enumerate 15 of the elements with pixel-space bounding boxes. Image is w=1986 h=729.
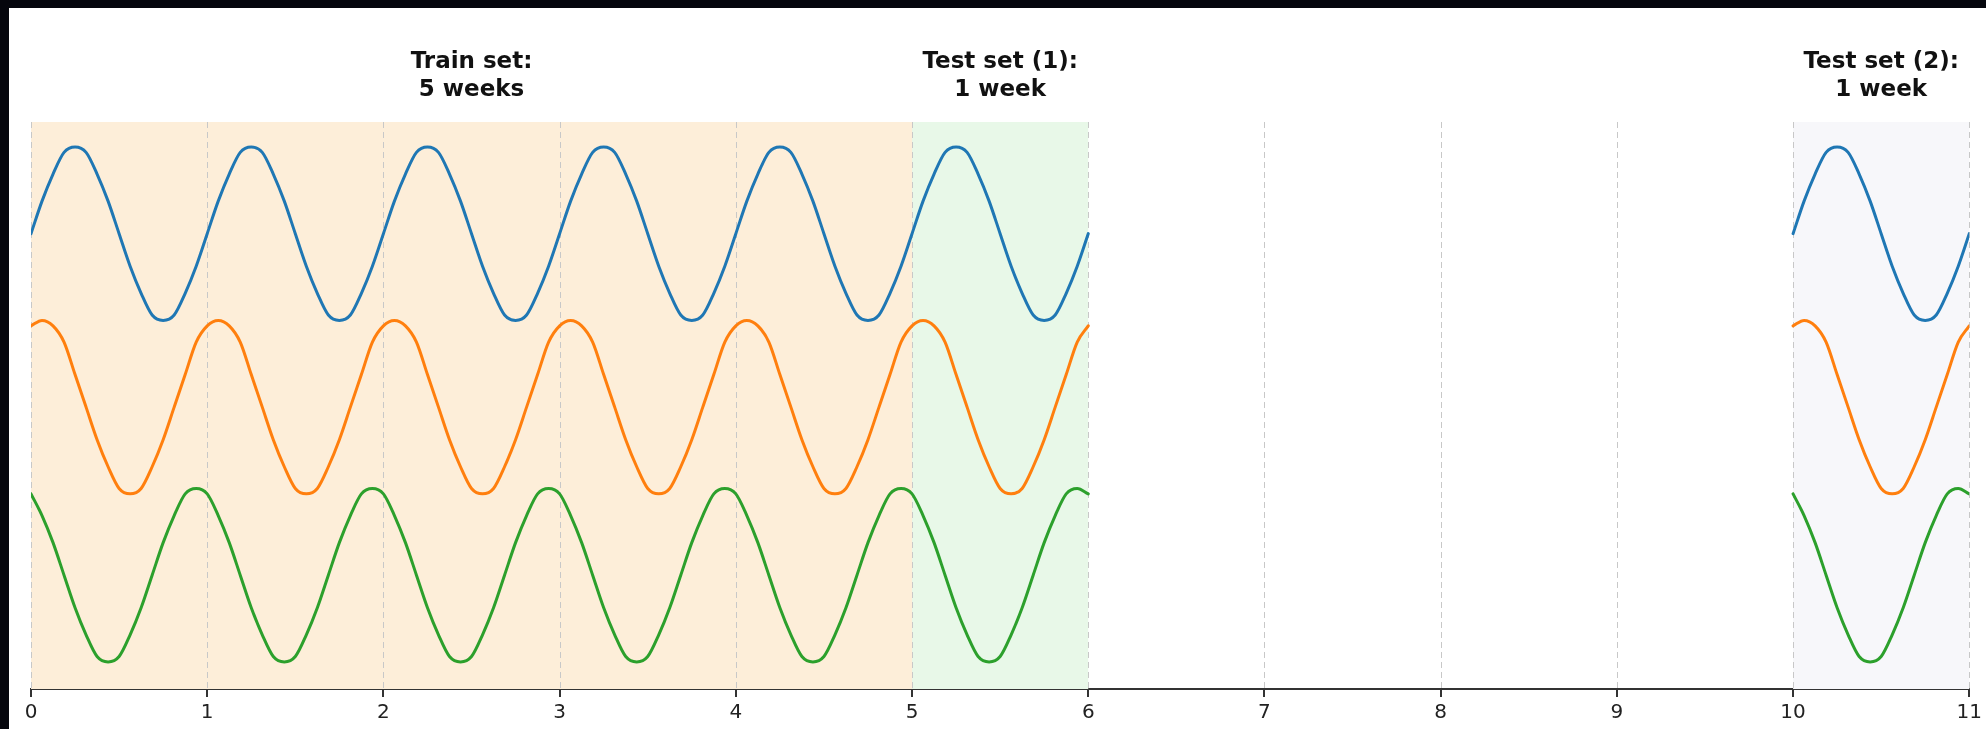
x-tick-label: 7 [1258,699,1271,724]
x-tick-label: 9 [1610,699,1624,724]
x-tick-label: 1 [200,699,214,724]
x-tick-label: 4 [729,699,743,724]
x-tick-label: 10 [1780,699,1806,724]
band-label: Test set (1): 1 week [922,47,1078,101]
band-label: Test set (2): 1 week [1803,47,1959,101]
x-tick-label: 0 [24,699,38,724]
x-tick-label: 6 [1081,699,1095,724]
x-tick-label: 8 [1434,699,1448,724]
band-label: Train set: 5 weeks [410,47,533,101]
x-tick-label: 5 [905,699,919,724]
x-tick-label: 11 [1956,699,1982,724]
x-tick-label: 3 [553,699,566,724]
x-tick-label: 2 [377,699,390,724]
